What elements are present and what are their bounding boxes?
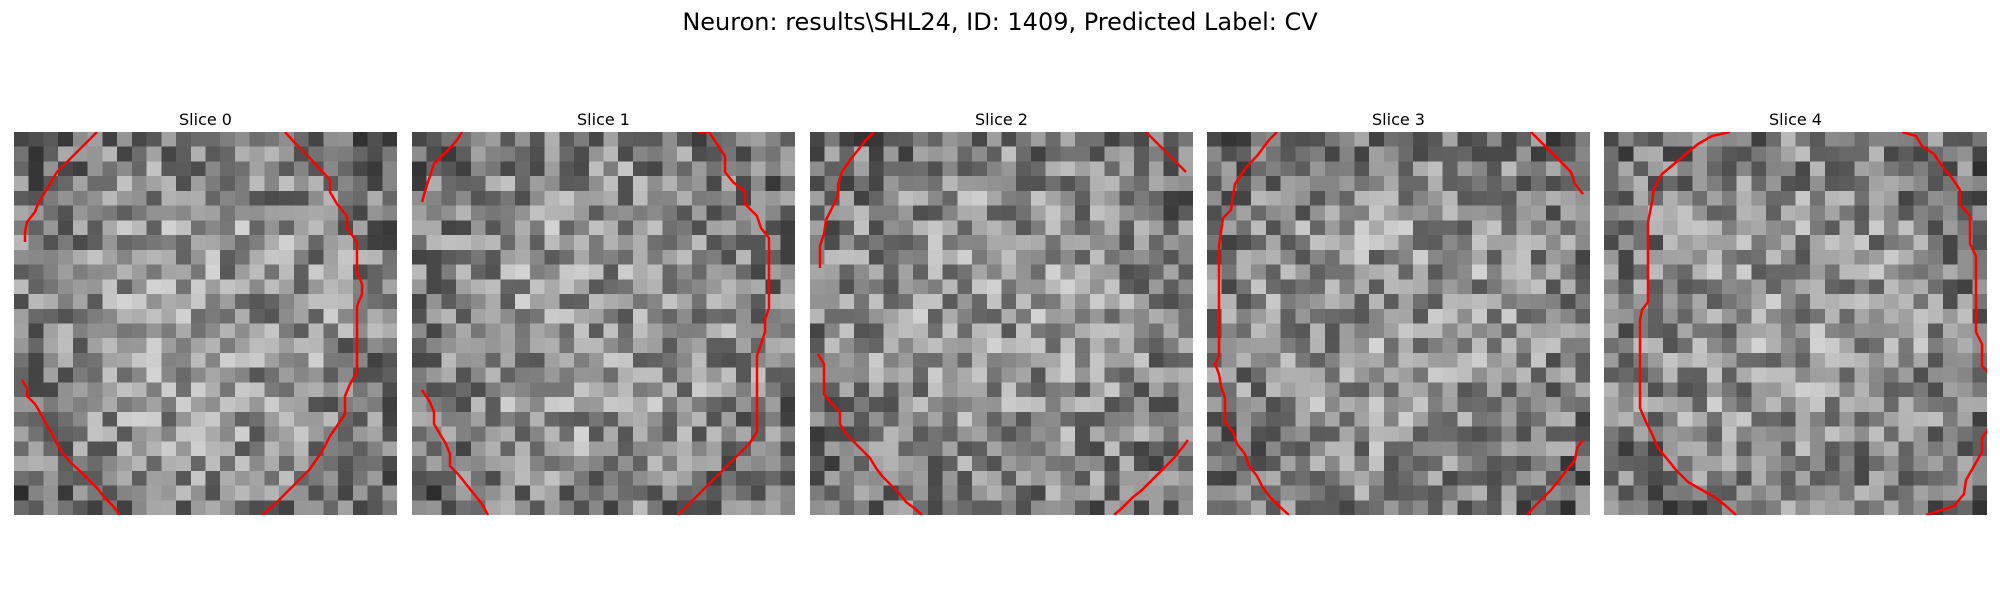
- roi-contour: [420, 389, 490, 515]
- roi-contour: [1113, 439, 1189, 515]
- slice-title: Slice 1: [577, 110, 630, 129]
- roi-contour: [1530, 132, 1584, 195]
- roi-contour: [1901, 132, 1987, 515]
- slice-image: [1604, 132, 1987, 515]
- roi-contour: [1145, 132, 1187, 173]
- slice-panel: Slice 4: [1604, 108, 1987, 515]
- figure-title: Neuron: results\SHL24, ID: 1409, Predict…: [682, 8, 1318, 36]
- roi-contour: [1213, 132, 1290, 515]
- slice-panel: Slice 1: [412, 108, 795, 515]
- slice-title: Slice 3: [1372, 110, 1425, 129]
- noise-pixels: [412, 132, 795, 515]
- roi-contour: [677, 132, 771, 515]
- roi-contour: [261, 132, 364, 515]
- roi-contour: [23, 132, 98, 242]
- slice-panel: Slice 0: [14, 108, 397, 515]
- slice-image: [14, 132, 397, 515]
- noise-pixels: [14, 132, 397, 515]
- slice-image: [810, 132, 1193, 515]
- roi-contour: [818, 132, 875, 268]
- noise-pixels: [1604, 132, 1987, 515]
- noise-pixels: [1207, 132, 1590, 515]
- noise-pixels: [810, 132, 1193, 515]
- slice-title: Slice 0: [179, 110, 232, 129]
- slice-panel: Slice 2: [810, 108, 1193, 515]
- roi-contour: [816, 353, 923, 515]
- roi-contour: [1526, 439, 1584, 515]
- roi-contour: [420, 132, 464, 203]
- slice-image: [412, 132, 795, 515]
- slice-image: [1207, 132, 1590, 515]
- slice-title: Slice 4: [1769, 110, 1822, 129]
- roi-contour: [20, 379, 121, 515]
- slice-title: Slice 2: [975, 110, 1028, 129]
- roi-contour: [1638, 132, 1737, 515]
- slice-panel: Slice 3: [1207, 108, 1590, 515]
